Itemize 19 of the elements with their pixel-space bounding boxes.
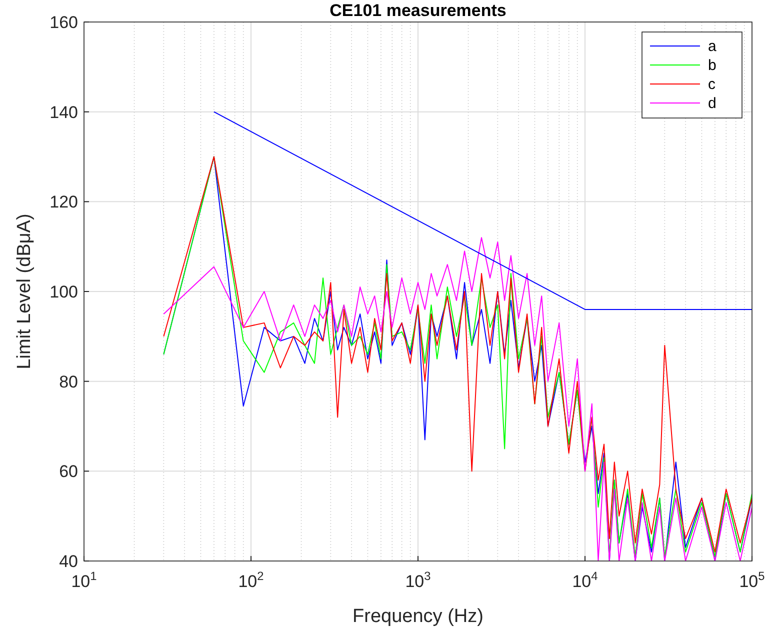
legend-label: c <box>708 76 716 93</box>
legend-label: d <box>708 95 716 112</box>
y-tick-label: 40 <box>59 552 78 571</box>
x-axis-title: Frequency (Hz) <box>352 606 484 627</box>
y-tick-label: 60 <box>59 462 78 482</box>
x-tick-label: 10$^{1}$ <box>71 569 98 591</box>
x-tick-label: 10$^{2}$ <box>238 569 264 591</box>
legend-label: a <box>708 38 717 55</box>
y-tick-label: 160 <box>50 13 78 32</box>
y-tick-label: 80 <box>59 372 78 392</box>
x-tick-label: 10$^{5}$ <box>739 569 766 591</box>
legend-label: b <box>708 57 716 74</box>
y-tick-label: 100 <box>50 282 78 302</box>
chart-title: CE101 measurements <box>330 1 506 20</box>
y-tick-label: 120 <box>50 192 78 212</box>
x-tick-label: 10$^{3}$ <box>405 569 432 591</box>
y-tick-label: 140 <box>50 102 78 122</box>
y-axis-title: Limit Level (dBμA) <box>14 214 35 370</box>
x-tick-label: 10$^{4}$ <box>572 569 598 591</box>
